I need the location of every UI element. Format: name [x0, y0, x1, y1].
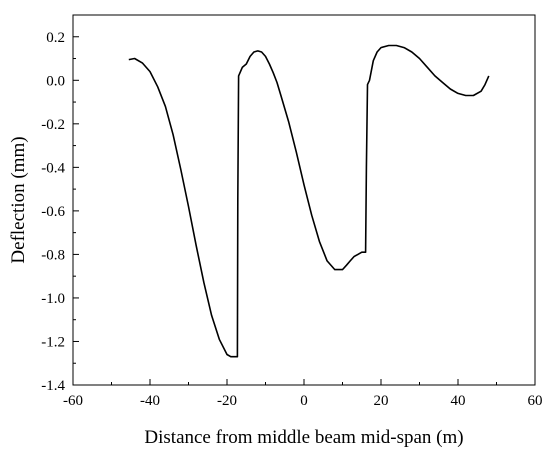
x-tick-label: -40: [140, 393, 160, 409]
y-tick-label: -1.2: [41, 334, 65, 350]
x-tick-label: -60: [63, 393, 83, 409]
y-tick-label: -1.0: [41, 291, 65, 307]
plot-area: -60 -40 -20 0 20 40 60 -1.4 -1.2 -1.0 -0.8 -0.6 -0.…: [41, 14, 543, 409]
deflection-line: [128, 44, 490, 358]
x-axis-ticks: -60 -40 -20 0 20 40 60: [63, 379, 543, 409]
x-tick-label: -20: [217, 393, 237, 409]
y-axis-title: Deflection (mm): [8, 136, 29, 263]
x-tick-label: 60: [528, 393, 543, 409]
y-tick-label: -0.6: [41, 204, 65, 220]
plot-frame: [72, 14, 536, 386]
x-tick-label: 20: [374, 393, 389, 409]
y-tick-label: -1.4: [41, 378, 65, 394]
y-tick-label: -0.4: [41, 160, 65, 176]
x-tick-label: 40: [451, 393, 466, 409]
y-tick-label: -0.2: [41, 117, 65, 133]
y-axis-ticks: -1.4 -1.2 -1.0 -0.8 -0.6 -0.4 -0.2 0.0 0.2: [41, 14, 79, 394]
y-tick-label: 0.2: [46, 30, 65, 46]
y-tick-label: 0.0: [46, 73, 65, 89]
x-tick-label: 0: [300, 393, 308, 409]
y-tick-label: -0.8: [41, 247, 65, 263]
x-axis-title: Distance from middle beam mid-span (m): [144, 427, 463, 448]
